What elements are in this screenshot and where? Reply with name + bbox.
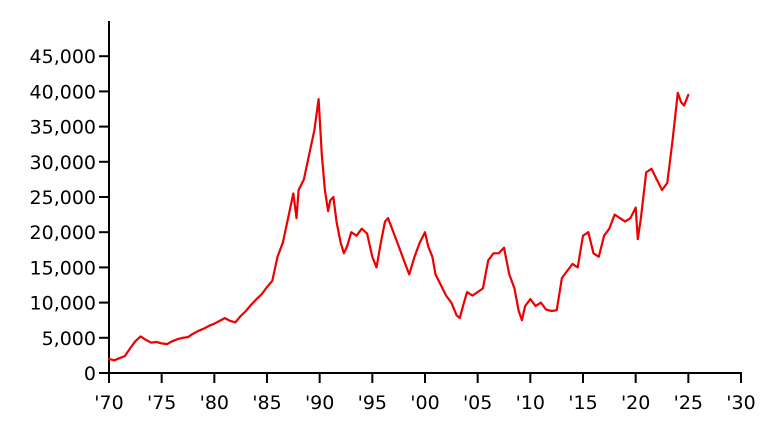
x-axis-ticks: '70 '75 '80 '85 '90 '95 '00 '05 '10 '15 '20 '25 '30 — [94, 373, 756, 414]
y-tick-label: 0 — [84, 363, 96, 385]
x-tick-label: '80 — [200, 392, 229, 414]
x-tick-label: '30 — [726, 392, 755, 414]
x-tick-label: '20 — [621, 392, 650, 414]
y-axis-ticks: 0 5,000 10,000 15,000 20,000 25,000 30,000 35,0… — [30, 46, 109, 385]
x-tick-label: '25 — [674, 392, 703, 414]
y-tick-label: 20,000 — [30, 222, 96, 244]
series-layer — [107, 91, 690, 362]
x-tick-label: '85 — [252, 392, 281, 414]
y-tick-label: 25,000 — [30, 187, 96, 209]
x-tick-label: '95 — [358, 392, 387, 414]
y-tick-label: 45,000 — [30, 46, 96, 68]
y-tick-label: 40,000 — [30, 81, 96, 103]
x-tick-label: '70 — [94, 392, 123, 414]
y-tick-label: 10,000 — [30, 293, 96, 315]
x-tick-label: '90 — [305, 392, 334, 414]
x-tick-label: '10 — [516, 392, 545, 414]
x-tick-label: '05 — [463, 392, 492, 414]
axes — [108, 21, 742, 374]
y-tick-label: 30,000 — [30, 152, 96, 174]
x-tick-label: '00 — [410, 392, 439, 414]
series-line-0 — [107, 91, 690, 362]
x-tick-label: '15 — [568, 392, 597, 414]
x-tick-label: '75 — [147, 392, 176, 414]
y-tick-label: 35,000 — [30, 117, 96, 139]
y-tick-label: 15,000 — [30, 257, 96, 279]
y-tick-label: 5,000 — [42, 328, 96, 350]
